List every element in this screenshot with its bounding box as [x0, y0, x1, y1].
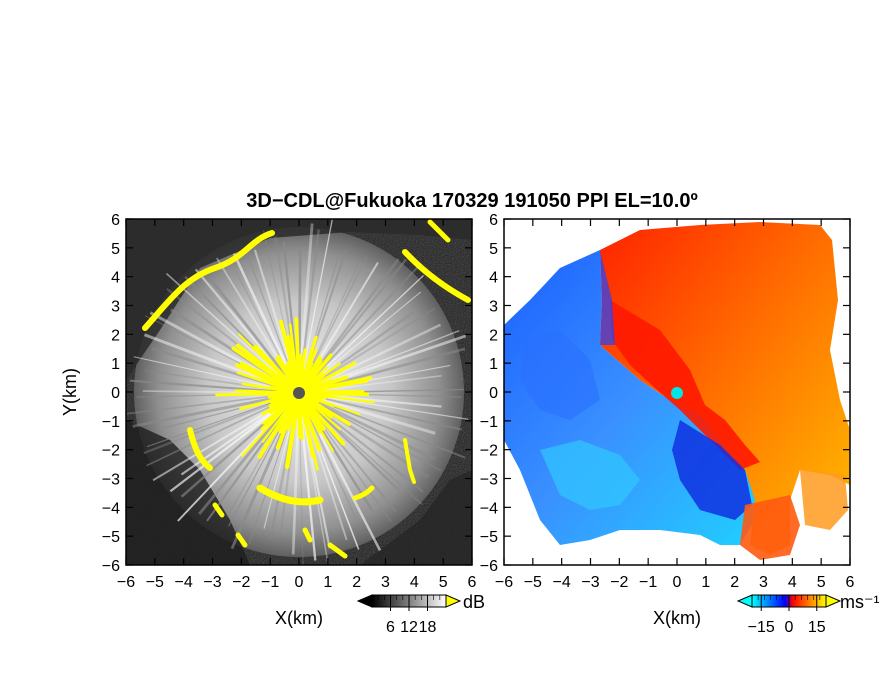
velocity-y-tick-label: 4: [489, 270, 498, 287]
reflectivity-x-tick-label: −6: [117, 574, 135, 591]
velocity-axes: −6 −5 −4 −3 −2 −1 0 1 2 3 4 5 6 6 5 4 3 2 1 0 −1 −2 −3 −4 −5 −6: [480, 212, 855, 591]
radar-site-marker: [293, 387, 305, 399]
velocity-y-tick-label: 1: [489, 356, 498, 373]
reflectivity-y-tick-label: −6: [102, 558, 120, 575]
velocity-colorbar-tick-label: 0: [785, 619, 794, 636]
velocity-y-tick-label: −4: [480, 500, 498, 517]
velocity-y-tick-label: −2: [480, 443, 498, 460]
reflectivity-colorbar-unit: dB: [463, 592, 485, 612]
velocity-x-tick-label: 3: [759, 574, 768, 591]
velocity-y-tick-label: 6: [489, 212, 498, 229]
reflectivity-x-tick-label: 5: [439, 574, 448, 591]
velocity-x-tick-label: −1: [639, 574, 657, 591]
velocity-y-tick-label: 5: [489, 241, 498, 258]
velocity-x-tick-label: −2: [610, 574, 628, 591]
velocity-y-tick-label: −3: [480, 472, 498, 489]
velocity-colorbar-unit: ms⁻¹: [840, 592, 880, 612]
velocity-x-tick-label: 0: [673, 574, 682, 591]
reflectivity-x-tick-label: −3: [203, 574, 221, 591]
velocity-y-tick-label: 3: [489, 299, 498, 316]
reflectivity-y-tick-label: 3: [111, 299, 120, 316]
reflectivity-x-tick-label: 6: [468, 574, 477, 591]
velocity-panel: −6 −5 −4 −3 −2 −1 0 1 2 3 4 5 6 6 5 4 3 2 1 0 −1 −2 −3 −4 −5 −6 X…: [480, 212, 880, 636]
velocity-x-tick-label: −3: [581, 574, 599, 591]
reflectivity-y-tick-label: −2: [102, 443, 120, 460]
velocity-y-tick-label: 2: [489, 327, 498, 344]
reflectivity-colorbar-tick-label: 6: [386, 619, 395, 636]
reflectivity-x-tick-label: 1: [323, 574, 332, 591]
reflectivity-y-tick-label: 6: [111, 212, 120, 229]
reflectivity-y-axis-label: Y(km): [60, 368, 80, 416]
velocity-x-tick-label: 1: [701, 574, 710, 591]
reflectivity-y-tick-label: 5: [111, 241, 120, 258]
velocity-colorbar-tick-label: 15: [808, 619, 826, 636]
chart-title: 3D−CDL@Fukuoka 170329 191050 PPI EL=10.0…: [246, 190, 698, 212]
velocity-x-tick-label: 4: [788, 574, 797, 591]
velocity-colorbar-tick-label: −15: [748, 619, 775, 636]
reflectivity-x-tick-label: −2: [232, 574, 250, 591]
velocity-y-tick-label: −1: [480, 414, 498, 431]
velocity-x-tick-label: −5: [524, 574, 542, 591]
velocity-x-tick-label: −4: [553, 574, 571, 591]
velocity-x-tick-label: 6: [846, 574, 855, 591]
reflectivity-y-tick-label: 2: [111, 327, 120, 344]
velocity-x-tick-label: 5: [817, 574, 826, 591]
near-field-echo: [215, 317, 376, 471]
velocity-x-tick-label: 2: [730, 574, 739, 591]
radar-site-marker-velocity: [671, 387, 683, 399]
reflectivity-x-tick-label: 0: [295, 574, 304, 591]
reflectivity-x-tick-label: 2: [352, 574, 361, 591]
reflectivity-y-tick-label: 1: [111, 356, 120, 373]
velocity-x-tick-label: −6: [495, 574, 513, 591]
reflectivity-y-tick-label: −3: [102, 472, 120, 489]
reflectivity-y-tick-label: −1: [102, 414, 120, 431]
reflectivity-colorbar-tick-label: 12: [400, 619, 418, 636]
velocity-colorbar: −15 0 15 ms⁻¹: [736, 592, 880, 636]
reflectivity-x-tick-label: −4: [175, 574, 193, 591]
reflectivity-y-tick-label: 4: [111, 270, 120, 287]
reflectivity-colorbar: 6 12 18 dB: [356, 592, 485, 636]
velocity-x-axis-label: X(km): [653, 608, 701, 628]
reflectivity-x-tick-label: −5: [146, 574, 164, 591]
velocity-receding-region: [600, 222, 850, 555]
reflectivity-y-tick-label: 0: [111, 385, 120, 402]
reflectivity-x-tick-label: 3: [381, 574, 390, 591]
velocity-y-tick-label: −6: [480, 558, 498, 575]
reflectivity-colorbar-tick-label: 18: [419, 619, 437, 636]
reflectivity-x-tick-label: 4: [410, 574, 419, 591]
reflectivity-y-tick-label: −4: [102, 500, 120, 517]
reflectivity-y-tick-label: −5: [102, 529, 120, 546]
reflectivity-x-axis-label: X(km): [275, 608, 323, 628]
reflectivity-x-tick-label: −1: [261, 574, 279, 591]
reflectivity-axes: −6 −5 −4 −3 −2 −1 0 1 2 3 4 5 6 6 5 4 3 2 1 0 −1 −2 −3 −4 −5 −6: [102, 212, 477, 591]
velocity-y-tick-label: 0: [489, 385, 498, 402]
velocity-y-tick-label: −5: [480, 529, 498, 546]
